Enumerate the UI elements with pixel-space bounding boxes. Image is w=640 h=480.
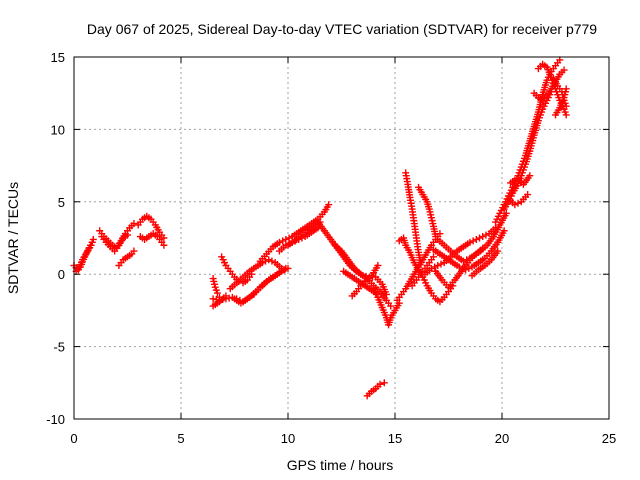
data-point xyxy=(469,237,477,245)
x-axis-ticks: 0 5 10 15 20 25 xyxy=(70,57,616,446)
data-point xyxy=(479,233,487,241)
data-point xyxy=(275,238,283,246)
data-point xyxy=(124,231,131,239)
plot-frame xyxy=(73,56,610,420)
data-point xyxy=(437,260,445,268)
data-point xyxy=(88,238,96,246)
data-point xyxy=(514,199,522,207)
data-point xyxy=(431,263,439,271)
data-point xyxy=(130,247,138,255)
data-point xyxy=(463,256,471,264)
data-point xyxy=(479,244,487,252)
data-point xyxy=(562,102,570,110)
data-point xyxy=(160,241,168,249)
data-point xyxy=(160,234,168,242)
data-point xyxy=(279,237,287,245)
data-point xyxy=(472,235,480,243)
data-point xyxy=(417,259,425,267)
data-point xyxy=(459,257,467,265)
data-point xyxy=(494,247,502,255)
data-point xyxy=(374,262,382,270)
data-point xyxy=(511,201,519,209)
y-tick-label: 0 xyxy=(58,267,65,282)
data-point xyxy=(562,85,570,93)
y-tick-label: 10 xyxy=(51,122,65,137)
x-tick-label: 25 xyxy=(602,431,616,446)
data-point xyxy=(209,295,217,303)
data-point xyxy=(465,264,473,272)
data-point xyxy=(278,264,286,272)
data-point xyxy=(524,191,532,199)
y-axis-label: SDTVAR / TECUs xyxy=(5,182,21,294)
data-point xyxy=(556,56,564,64)
data-point xyxy=(466,238,474,246)
data-point xyxy=(213,289,221,297)
data-point xyxy=(372,289,380,297)
x-tick-label: 15 xyxy=(388,431,402,446)
y-axis-ticks: -10 -5 0 5 10 15 xyxy=(46,50,609,427)
data-point xyxy=(430,253,438,261)
data-point xyxy=(376,380,384,388)
data-point xyxy=(476,234,484,242)
data-point xyxy=(380,379,388,387)
chart-title: Day 067 of 2025, Sidereal Day-to-day VTE… xyxy=(87,21,597,37)
y-tick-label: -10 xyxy=(46,412,65,427)
data-point xyxy=(434,262,442,270)
data-point xyxy=(427,264,435,272)
data-point xyxy=(233,295,241,303)
x-tick-label: 5 xyxy=(177,431,184,446)
data-point xyxy=(482,231,490,239)
data-points xyxy=(70,56,570,400)
y-tick-label: 5 xyxy=(58,195,65,210)
data-point xyxy=(562,111,570,119)
x-axis-label: GPS time / hours xyxy=(287,457,394,473)
data-point xyxy=(502,209,510,217)
data-point xyxy=(268,257,276,265)
grid xyxy=(74,57,609,419)
data-point xyxy=(222,292,230,300)
data-point xyxy=(325,201,333,209)
y-tick-label: -5 xyxy=(53,340,65,355)
data-point xyxy=(265,256,273,264)
x-tick-label: 0 xyxy=(70,431,77,446)
data-point xyxy=(130,220,138,228)
data-point xyxy=(526,172,534,180)
x-tick-label: 20 xyxy=(495,431,509,446)
x-tick-label: 10 xyxy=(281,431,295,446)
data-point xyxy=(500,227,508,235)
data-point xyxy=(387,302,395,310)
data-point xyxy=(560,66,568,74)
y-tick-label: 15 xyxy=(51,50,65,65)
